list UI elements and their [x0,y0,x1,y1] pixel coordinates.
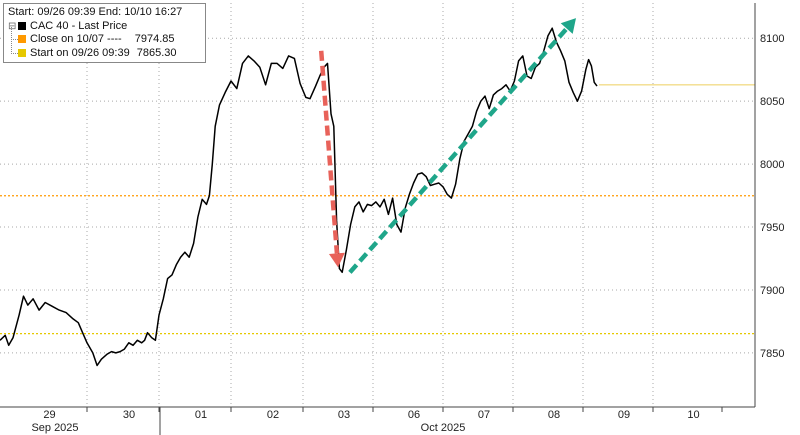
trend-arrow-head [560,18,576,34]
axes: 7850 7900 7950 8000 8050 8100 29 30 01 02 03 06 07 08… [0,3,784,435]
x-day-label: 08 [548,409,560,421]
x-day-label: 06 [408,409,420,421]
trend-arrow-shaft [348,27,569,274]
tree-connector [11,40,18,54]
x-day-label: 29 [43,409,55,421]
x-day-label: 30 [123,409,135,421]
series-layer [0,27,755,367]
annotations [318,18,576,274]
grid-lines [0,3,755,407]
x-month-label: Oct 2025 [421,422,466,434]
x-day-label: 01 [195,409,207,421]
legend-close-value: 7974.85 [134,33,175,45]
trend-arrow-head [328,252,345,268]
tree-connector [11,27,18,40]
reference-lines [0,195,755,335]
legend-series-label: CAC 40 - Last Price [30,19,128,32]
price-line [0,27,598,367]
legend-series[interactable]: ⊟ CAC 40 - Last Price [8,20,201,34]
y-tick-label: 7850 [760,348,784,360]
x-day-label: 10 [687,409,699,421]
legend-close-label: Close on 10/07 ---- [30,33,122,45]
x-day-label: 02 [267,409,279,421]
legend: Start: 09/26 09:39 End: 10/10 16:27 ⊟ CA… [3,3,206,63]
x-month-label: Sep 2025 [31,422,78,434]
y-tick-label: 8050 [760,96,784,108]
y-tick-label: 8100 [760,33,784,45]
y-tick-label: 8000 [760,159,784,171]
legend-close: Close on 10/07 ---- 7974.85 [8,27,201,47]
x-day-label: 07 [478,409,490,421]
trend-arrow-shaft [318,50,340,254]
x-day-label: 09 [618,409,630,421]
legend-start: Start on 09/26 09:39 7865.30 [8,40,201,61]
legend-start-value: 7865.30 [136,46,177,59]
x-day-label: 03 [338,409,350,421]
legend-swatch-close [18,35,26,43]
legend-range: Start: 09/26 09:39 End: 10/10 16:27 [8,6,201,20]
legend-range-text: Start: 09/26 09:39 End: 10/10 16:27 [8,6,183,18]
y-tick-label: 7900 [760,285,784,297]
collapse-icon[interactable]: ⊟ [8,20,17,32]
y-tick-label: 7950 [760,222,784,234]
legend-swatch-series [18,21,26,30]
legend-start-label: Start on 09/26 09:39 [30,46,130,59]
legend-swatch-start [18,48,26,57]
